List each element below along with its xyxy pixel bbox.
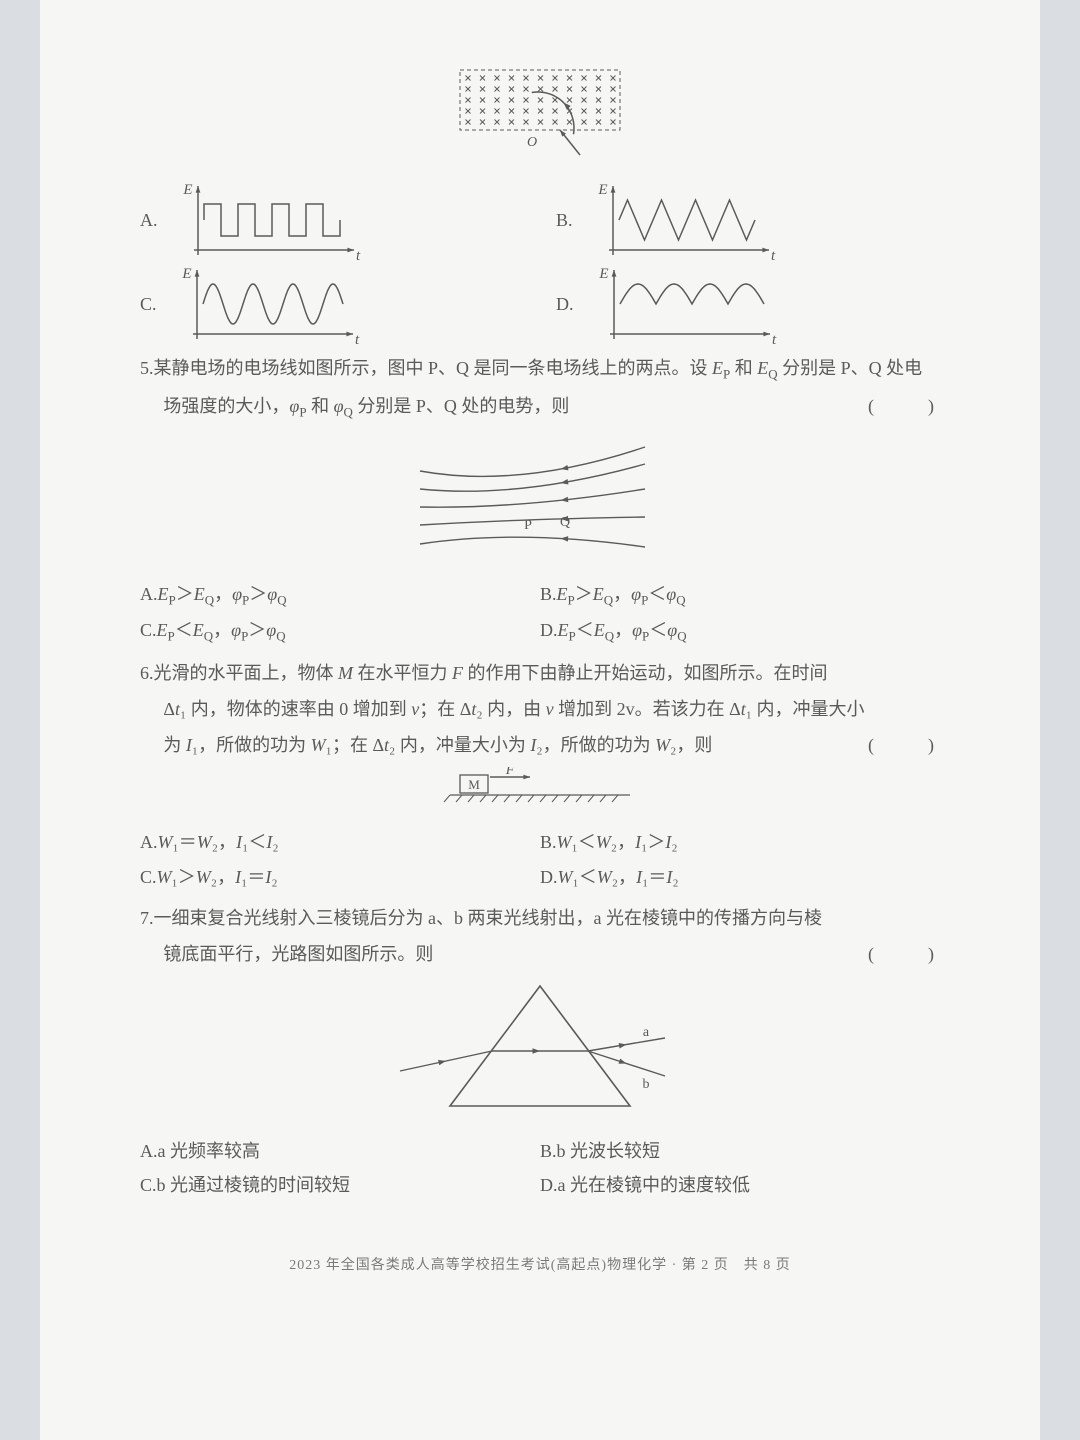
svg-text:P: P [524,518,532,533]
q6-num: 6. [140,663,154,683]
q6-paren: ( ) [891,727,940,763]
svg-text:t: t [356,248,361,260]
q7-num: 7. [140,908,154,928]
q7-opt-B: B.b 光波长较短 [540,1134,940,1168]
svg-text:t: t [355,332,360,344]
svg-text:t: t [772,332,777,344]
q5-opt-C: C.EP＜EQ，φP＞φQ [140,613,540,649]
option-label-B: B. [556,202,573,238]
q4-graph-B: Et [579,180,779,260]
svg-text:b: b [643,1077,650,1092]
q4-option-A: A. Et [140,180,524,260]
q6-stem: 6.光滑的水平面上，物体 M 在水平恒力 F 的作用下由静止开始运动，如图所示。… [163,655,940,763]
svg-text:t: t [771,248,776,260]
q7-paren: ( ) [891,936,940,972]
q5-figure: PQ [390,429,690,569]
svg-text:E: E [181,266,191,282]
svg-text:Q: Q [560,515,570,530]
q4-top-figure: O [420,60,660,170]
svg-text:a: a [643,1025,650,1040]
q4-option-B: B. Et [556,180,940,260]
q5-t5: 分别是 P、Q 处的电势，则 [353,396,570,416]
q6-figure: MF [430,767,650,817]
q6-figure-wrap: MF [140,767,940,817]
q5-phiPsub: P [299,404,306,419]
q5-EP: E [712,358,723,378]
q6-opt-A: A.W₁＝W₂，I₁＜I₂ [140,825,540,859]
q7-opt-D: D.a 光在棱镜中的速度较低 [540,1168,940,1202]
q7-stem: 7.一细束复合光线射入三棱镜后分为 a、b 两束光线射出，a 光在棱镜中的传播方… [163,900,940,972]
q5-figure-wrap: PQ [140,429,940,569]
q4-options-row-2: C. Et D. Et [140,264,940,344]
q5-EQ: E [757,358,768,378]
q6-l1: 光滑的水平面上，物体 M 在水平恒力 F 的作用下由静止开始运动，如图所示。在时… [154,663,828,683]
q6-options: A.W₁＝W₂，I₁＜I₂ B.W₁＜W₂，I₁＞I₂ C.W₁＞W₂，I₁＝I… [140,825,940,893]
q4-graph-C: Et [163,264,363,344]
svg-text:M: M [468,777,480,792]
q7-figure-wrap: ab [140,976,940,1126]
q6-l3: 为 I₁，所做的功为 W₁；在 Δt₂ 内，冲量大小为 I₂，所做的功为 W₂，… [163,735,712,755]
q4-option-D: D. Et [556,264,940,344]
q5-stem: 5.某静电场的电场线如图所示，图中 P、Q 是同一条电场线上的两点。设 EP 和… [163,350,940,425]
q5-EQsub: Q [768,367,777,382]
q5-opt-A: A.EP＞EQ，φP＞φQ [140,577,540,613]
q4-options-row-1: A. Et B. Et [140,180,940,260]
q6-l2: Δt₁ 内，物体的速率由 0 增加到 v；在 Δt₂ 内，由 v 增加到 2v。… [163,699,864,719]
q7-opt-C: C.b 光通过棱镜的时间较短 [140,1168,540,1202]
q4-option-C: C. Et [140,264,524,344]
q5-opt-B: B.EP＞EQ，φP＜φQ [540,577,940,613]
q4-graph-D: Et [580,264,780,344]
svg-text:O: O [527,135,537,150]
q7-l1: 一细束复合光线射入三棱镜后分为 a、b 两束光线射出，a 光在棱镜中的传播方向与… [154,908,822,928]
q6-opt-D: D.W₁＜W₂，I₁＝I₂ [540,860,940,894]
q4-graph-A: Et [164,180,364,260]
svg-text:E: E [597,182,607,198]
option-label-A: A. [140,202,158,238]
q5-opt-D: D.EP＜EQ，φP＜φQ [540,613,940,649]
q5-num: 5. [140,358,154,378]
q5-t2: 和 [730,358,757,378]
svg-text:E: E [598,266,608,282]
svg-text:F: F [505,767,515,778]
option-label-C: C. [140,286,157,322]
q6-opt-B: B.W₁＜W₂，I₁＞I₂ [540,825,940,859]
q6-opt-C: C.W₁＞W₂，I₁＝I₂ [140,860,540,894]
q7-opt-A: A.a 光频率较高 [140,1134,540,1168]
option-label-D: D. [556,286,574,322]
q7-options: A.a 光频率较高 B.b 光波长较短 C.b 光通过棱镜的时间较短 D.a 光… [140,1134,940,1202]
exam-page: O A. Et B. Et C. Et D. Et 5.某静电场的电场线如图所示… [40,0,1040,1440]
q5-t4: 和 [307,396,334,416]
q5-phiP: φ [289,396,299,416]
q5-t1: 某静电场的电场线如图所示，图中 P、Q 是同一条电场线上的两点。设 [154,358,713,378]
q5-options: A.EP＞EQ，φP＞φQ B.EP＞EQ，φP＜φQ C.EP＜EQ，φP＞φ… [140,577,940,649]
svg-text:E: E [182,182,192,198]
q5-phiQ: φ [334,396,344,416]
q4-top-figure-row: O [140,60,940,170]
q5-paren: ( ) [891,388,940,424]
q7-l2: 镜底面平行，光路图如图所示。则 [163,944,433,964]
page-footer: 2023 年全国各类成人高等学校招生考试(高起点)物理化学 · 第 2 页 共 … [140,1252,940,1280]
q5-phiQsub: Q [344,404,353,419]
q7-figure: ab [390,976,690,1126]
